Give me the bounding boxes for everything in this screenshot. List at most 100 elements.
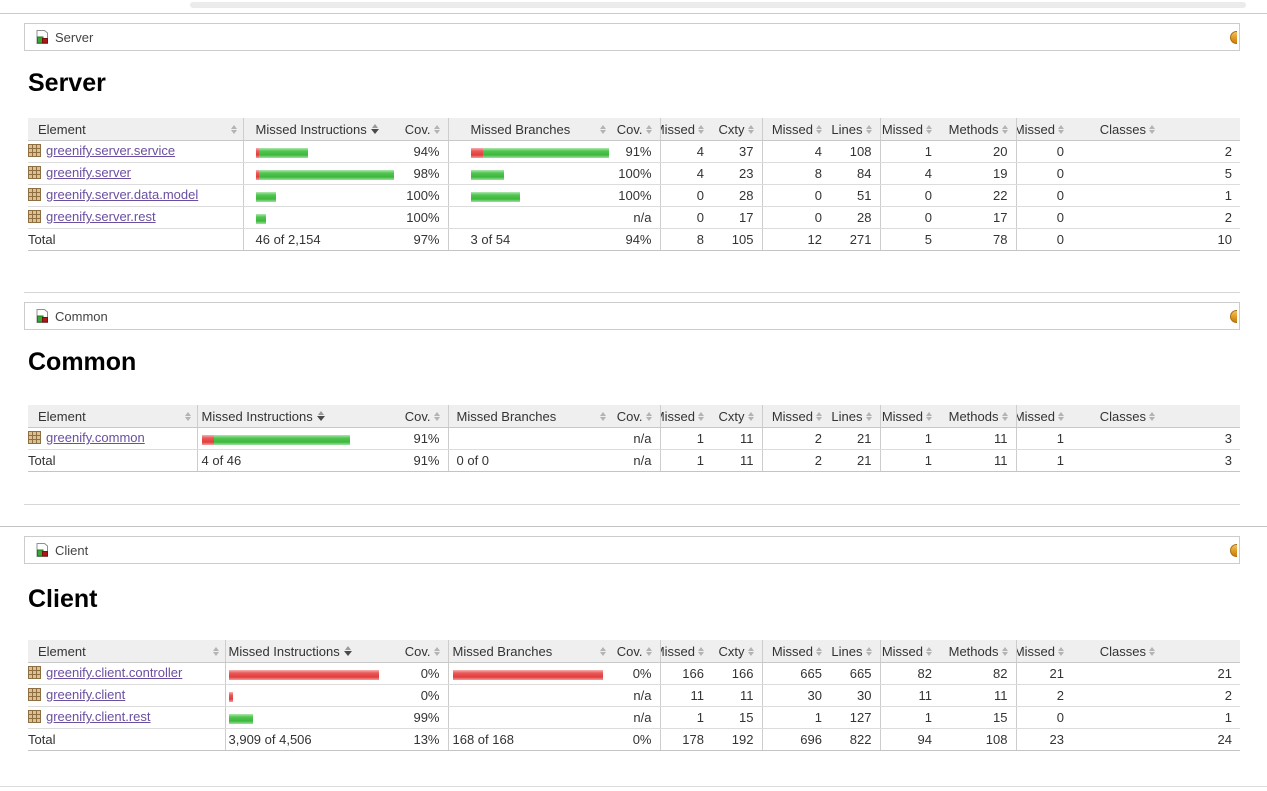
- counter-cell: 3: [1072, 427, 1240, 450]
- column-header-missed[interactable]: Missed: [659, 405, 712, 428]
- sort-icon: [343, 646, 352, 656]
- column-header-cxty[interactable]: Cxty: [712, 640, 762, 663]
- column-header-missed[interactable]: Missed: [879, 405, 940, 428]
- instructions-coverage-bar: [255, 169, 394, 180]
- package-link[interactable]: greenify.server.rest: [46, 209, 156, 224]
- total-counter-cell: 105: [712, 228, 762, 251]
- column-header-classes[interactable]: Classes: [1072, 640, 1240, 663]
- column-header-methods[interactable]: Methods: [940, 640, 1016, 663]
- column-header-missed-instructions[interactable]: Missed Instructions: [196, 405, 400, 428]
- sort-icon: [926, 124, 932, 134]
- column-header-lines[interactable]: Lines: [830, 118, 880, 141]
- sessions-icon[interactable]: [1230, 310, 1237, 323]
- instructions-bar-cell: [242, 184, 400, 207]
- bundle-icon: [34, 29, 50, 45]
- package-link[interactable]: greenify.client: [46, 687, 126, 702]
- column-header-element[interactable]: Element: [28, 640, 225, 663]
- sort-icon: [316, 411, 325, 421]
- package-link[interactable]: greenify.client.controller: [46, 665, 183, 680]
- missed-bar-segment: [201, 434, 214, 445]
- column-header-cxty[interactable]: Cxty: [712, 118, 762, 141]
- column-header-missed-instructions[interactable]: Missed Instructions: [242, 118, 400, 141]
- counter-cell: 0: [659, 206, 712, 229]
- column-header-label: Missed: [771, 408, 813, 424]
- counter-cell: 1: [879, 140, 940, 163]
- column-header-lines[interactable]: Lines: [830, 640, 880, 663]
- column-header-missed[interactable]: Missed: [761, 118, 830, 141]
- column-header-missed[interactable]: Missed: [659, 118, 712, 141]
- coverage-section-client: Client Client Element Missed Instructions Co…: [0, 536, 1267, 751]
- column-header-cov[interactable]: Cov.: [400, 118, 448, 141]
- column-header-missed[interactable]: Missed: [761, 640, 830, 663]
- column-header-missed-branches[interactable]: Missed Branches: [447, 640, 612, 663]
- covered-bar-segment: [213, 434, 350, 445]
- column-header-cov[interactable]: Cov.: [400, 640, 448, 663]
- sort-icon: [433, 411, 440, 421]
- total-instructions-cell: 4 of 46: [196, 449, 400, 472]
- total-counter-cell: 21: [830, 449, 880, 472]
- column-header-cov[interactable]: Cov.: [612, 640, 660, 663]
- column-header-missed[interactable]: Missed: [879, 118, 940, 141]
- table-row: greenify.server.service 94% 91% 4 37 4 108 1 20 0…: [28, 140, 1240, 163]
- column-header-cov[interactable]: Cov.: [400, 405, 448, 428]
- column-header-missed[interactable]: Missed: [1015, 118, 1072, 141]
- total-instructions-cell: 3,909 of 4,506: [224, 728, 400, 751]
- package-icon: [28, 431, 41, 447]
- column-header-classes[interactable]: Classes: [1072, 405, 1240, 428]
- total-counter-cell: 24: [1072, 728, 1240, 751]
- counter-cell: 0: [659, 184, 712, 207]
- column-header-label: Classes: [1099, 643, 1146, 659]
- table-row: greenify.client 0% n/a 11 11 30 30 11 11 2 2: [28, 684, 1240, 707]
- package-link[interactable]: greenify.server.service: [46, 143, 176, 158]
- counter-cell: 2: [1072, 684, 1240, 707]
- sessions-icon[interactable]: [1230, 31, 1237, 44]
- covered-bar-segment: [228, 713, 253, 724]
- column-header-cov[interactable]: Cov.: [612, 405, 660, 428]
- package-link[interactable]: greenify.server: [46, 165, 132, 180]
- covered-bar-segment: [482, 147, 609, 158]
- total-counter-cell: 2: [761, 449, 830, 472]
- column-header-methods[interactable]: Methods: [940, 405, 1016, 428]
- counter-cell: 11: [659, 684, 712, 707]
- column-header-missed[interactable]: Missed: [1015, 640, 1072, 663]
- sort-icon: [184, 411, 191, 421]
- sort-icon: [747, 646, 754, 656]
- package-link[interactable]: greenify.client.rest: [46, 709, 151, 724]
- column-header-missed-instructions[interactable]: Missed Instructions: [224, 640, 400, 663]
- sort-icon: [865, 646, 872, 656]
- sort-icon: [698, 124, 704, 134]
- total-counter-cell: 8: [659, 228, 712, 251]
- column-header-cov[interactable]: Cov.: [612, 118, 660, 141]
- column-header-missed[interactable]: Missed: [659, 640, 712, 663]
- column-header-label: Missed: [881, 643, 923, 659]
- counter-cell: 0: [1015, 184, 1072, 207]
- sessions-icon[interactable]: [1230, 544, 1237, 557]
- column-header-missed[interactable]: Missed: [1015, 405, 1072, 428]
- column-header-element[interactable]: Element: [28, 405, 197, 428]
- counter-cell: 1: [879, 427, 940, 450]
- missed-bar-segment: [228, 669, 379, 680]
- column-header-missed-branches[interactable]: Missed Branches: [447, 118, 612, 141]
- column-header-cxty[interactable]: Cxty: [712, 405, 762, 428]
- column-header-element[interactable]: Element: [28, 118, 243, 141]
- instructions-coverage-cell: 91%: [400, 427, 448, 450]
- package-icon: [28, 710, 41, 726]
- column-header-methods[interactable]: Methods: [940, 118, 1016, 141]
- breadcrumb-label: Server: [55, 29, 94, 45]
- column-header-missed[interactable]: Missed: [761, 405, 830, 428]
- total-branches-cell: 3 of 54: [447, 228, 612, 251]
- column-header-classes[interactable]: Classes: [1072, 118, 1240, 141]
- counter-cell: 1: [761, 706, 830, 729]
- column-header-missed-branches[interactable]: Missed Branches: [447, 405, 612, 428]
- package-link[interactable]: greenify.server.data.model: [46, 187, 199, 202]
- branches-bar-cell: [447, 706, 612, 729]
- package-link[interactable]: greenify.common: [46, 430, 145, 445]
- sort-icon: [816, 411, 822, 421]
- column-header-missed[interactable]: Missed: [879, 640, 940, 663]
- column-header-lines[interactable]: Lines: [830, 405, 880, 428]
- package-icon: [28, 688, 41, 704]
- horizontal-scrollbar-thumb[interactable]: [190, 2, 1246, 8]
- branches-coverage-cell: n/a: [612, 706, 660, 729]
- counter-cell: 2: [1015, 684, 1072, 707]
- covered-bar-segment: [470, 169, 504, 180]
